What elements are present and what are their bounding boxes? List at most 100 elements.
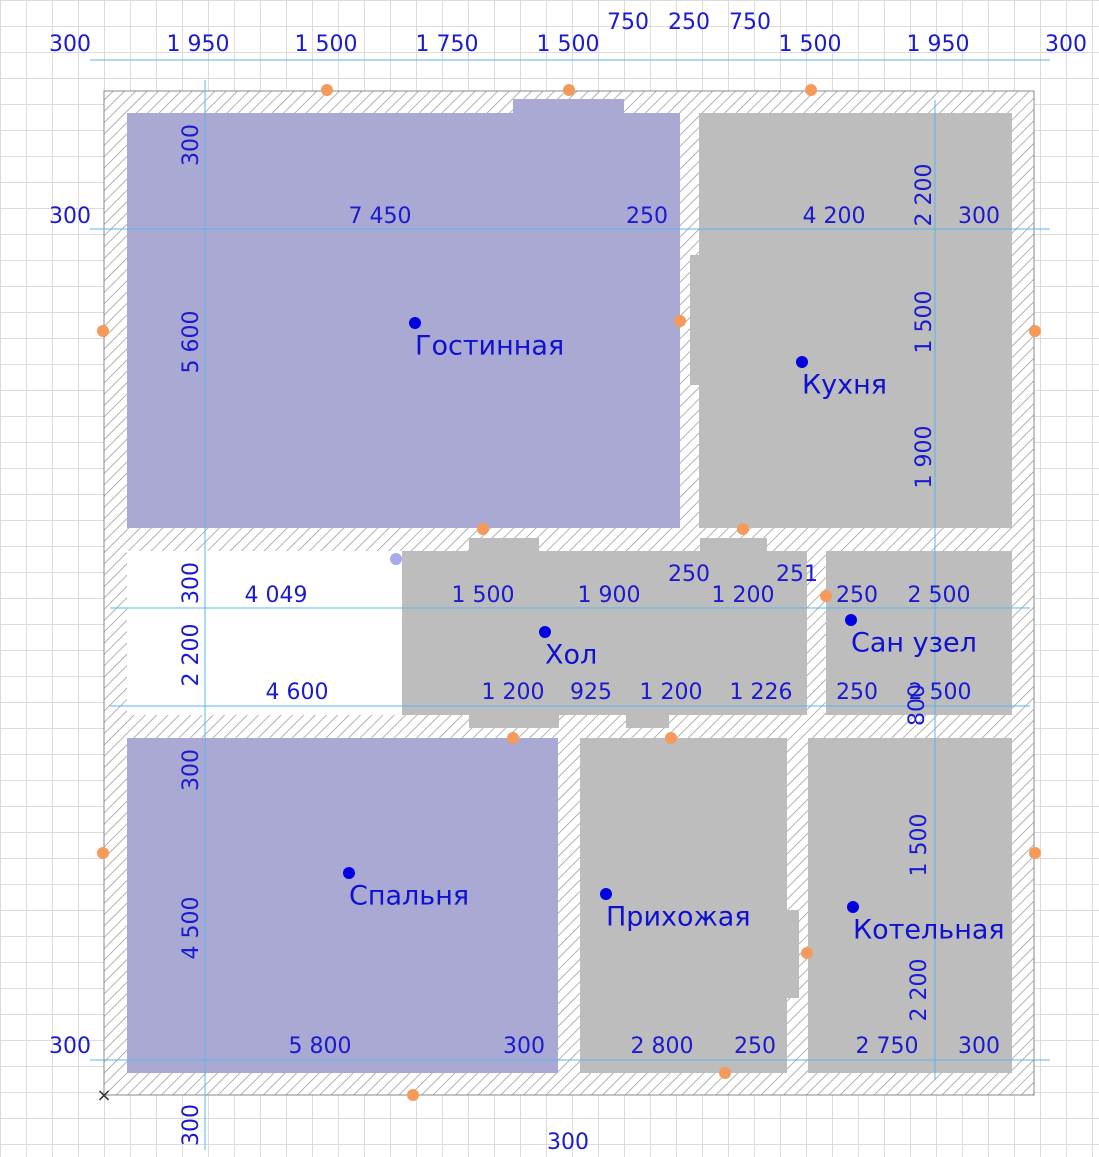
- dimension-label: 250: [626, 204, 668, 229]
- dimension-label: 1 500: [912, 291, 937, 354]
- marker: [719, 1067, 731, 1079]
- marker: [321, 84, 333, 96]
- dimension-label: 1 500: [452, 583, 515, 608]
- marker: [97, 325, 109, 337]
- rooms: [127, 99, 1012, 1073]
- room-name: Хол: [545, 640, 597, 671]
- dimension-label: 250: [668, 562, 710, 587]
- dimension-label: 250: [734, 1034, 776, 1059]
- dimension-label: 300: [958, 204, 1000, 229]
- window: [513, 99, 624, 115]
- dimension-label: 1 200: [712, 583, 775, 608]
- dimension-label: 300: [179, 749, 204, 791]
- dimension-label: 300: [179, 1104, 204, 1146]
- dimension-label: 250: [836, 680, 878, 705]
- marker: [665, 732, 677, 744]
- dimension-label: 4 500: [179, 897, 204, 960]
- marker: [390, 553, 402, 565]
- dimension-label: 300: [179, 562, 204, 604]
- dimension-label: 750: [729, 10, 771, 35]
- markers: ×: [96, 84, 1041, 1106]
- marker: [820, 590, 832, 602]
- dimension-label: 2 200: [912, 164, 937, 227]
- room-bath: [826, 551, 1012, 715]
- dimension-label: 1 500: [779, 32, 842, 57]
- room-point: [343, 867, 355, 879]
- dimension-label: 300: [503, 1034, 545, 1059]
- room-point: [539, 626, 551, 638]
- dimension-label: 250: [668, 10, 710, 35]
- room-name: Сан узел: [851, 628, 977, 659]
- marker: [737, 523, 749, 535]
- dimension-label: 1 750: [416, 32, 479, 57]
- room-point: [796, 356, 808, 368]
- room-name: Спальня: [349, 881, 469, 912]
- dimension-label: 5 600: [179, 311, 204, 374]
- dimension-label: 2 750: [856, 1034, 919, 1059]
- dimension-label: 300: [547, 1130, 589, 1155]
- dimensions: 300 1 950 1 500 1 750 1 500 750 250 750 1 500 1 9…: [49, 10, 1087, 1155]
- dimension-label: 2 200: [907, 959, 932, 1022]
- room-entry: [580, 738, 787, 1073]
- room-point: [409, 317, 421, 329]
- marker: [407, 1089, 419, 1101]
- dimension-label: 2 500: [908, 583, 971, 608]
- origin-mark: ×: [96, 1085, 111, 1106]
- room-hall: [402, 551, 807, 715]
- dimension-label: 2 800: [631, 1034, 694, 1059]
- room-boiler: [808, 738, 1012, 1073]
- room-labels: Гостинная Кухня Хол Сан узел Спальня Прихожая…: [343, 317, 1005, 946]
- dimension-lines: [90, 59, 1050, 1150]
- room-kitchen: [699, 113, 1012, 528]
- door: [690, 255, 702, 385]
- dimension-label: 1 200: [482, 680, 545, 705]
- dimension-label: 7 450: [349, 204, 412, 229]
- door: [626, 712, 669, 728]
- marker: [97, 847, 109, 859]
- dimension-label: 1 500: [537, 32, 600, 57]
- room-bedroom: [127, 738, 558, 1073]
- dimension-label: 300: [49, 1034, 91, 1059]
- dimension-label: 925: [570, 680, 612, 705]
- door: [469, 538, 539, 554]
- marker: [1029, 325, 1041, 337]
- dimension-label: 300: [1045, 32, 1087, 57]
- marker: [674, 315, 686, 327]
- dimension-label: 1 226: [730, 680, 793, 705]
- empty-area: [127, 551, 402, 715]
- marker: [1029, 847, 1041, 859]
- door: [469, 712, 559, 728]
- dimension-label: 300: [179, 124, 204, 166]
- room-name: Кухня: [802, 370, 887, 401]
- dimension-label: 800: [905, 684, 930, 726]
- dimension-label: 1 950: [907, 32, 970, 57]
- dimension-label: 5 800: [289, 1034, 352, 1059]
- room-name: Котельная: [853, 915, 1005, 946]
- dimension-label: 2 200: [179, 624, 204, 687]
- dimension-label: 2 500: [909, 680, 972, 705]
- dimension-label: 4 049: [245, 583, 308, 608]
- room-name: Гостинная: [415, 331, 564, 362]
- marker: [801, 947, 813, 959]
- marker: [563, 84, 575, 96]
- dimension-label: 4 200: [803, 204, 866, 229]
- dimension-label: 1 900: [578, 583, 641, 608]
- dimension-label: 4 600: [266, 680, 329, 705]
- dimension-label: 1 500: [907, 814, 932, 877]
- door: [785, 910, 799, 998]
- dimension-label: 1 200: [640, 680, 703, 705]
- dimension-label: 300: [49, 32, 91, 57]
- room-point: [847, 901, 859, 913]
- marker: [805, 84, 817, 96]
- dimension-label: 251: [776, 562, 818, 587]
- room-living: [127, 113, 680, 528]
- room-point: [845, 614, 857, 626]
- dimension-label: 750: [607, 10, 649, 35]
- dimension-label: 300: [958, 1034, 1000, 1059]
- room-point: [600, 888, 612, 900]
- dimension-label: 300: [49, 204, 91, 229]
- dimension-label: 1 900: [912, 426, 937, 489]
- room-name: Прихожая: [606, 902, 751, 933]
- marker: [507, 732, 519, 744]
